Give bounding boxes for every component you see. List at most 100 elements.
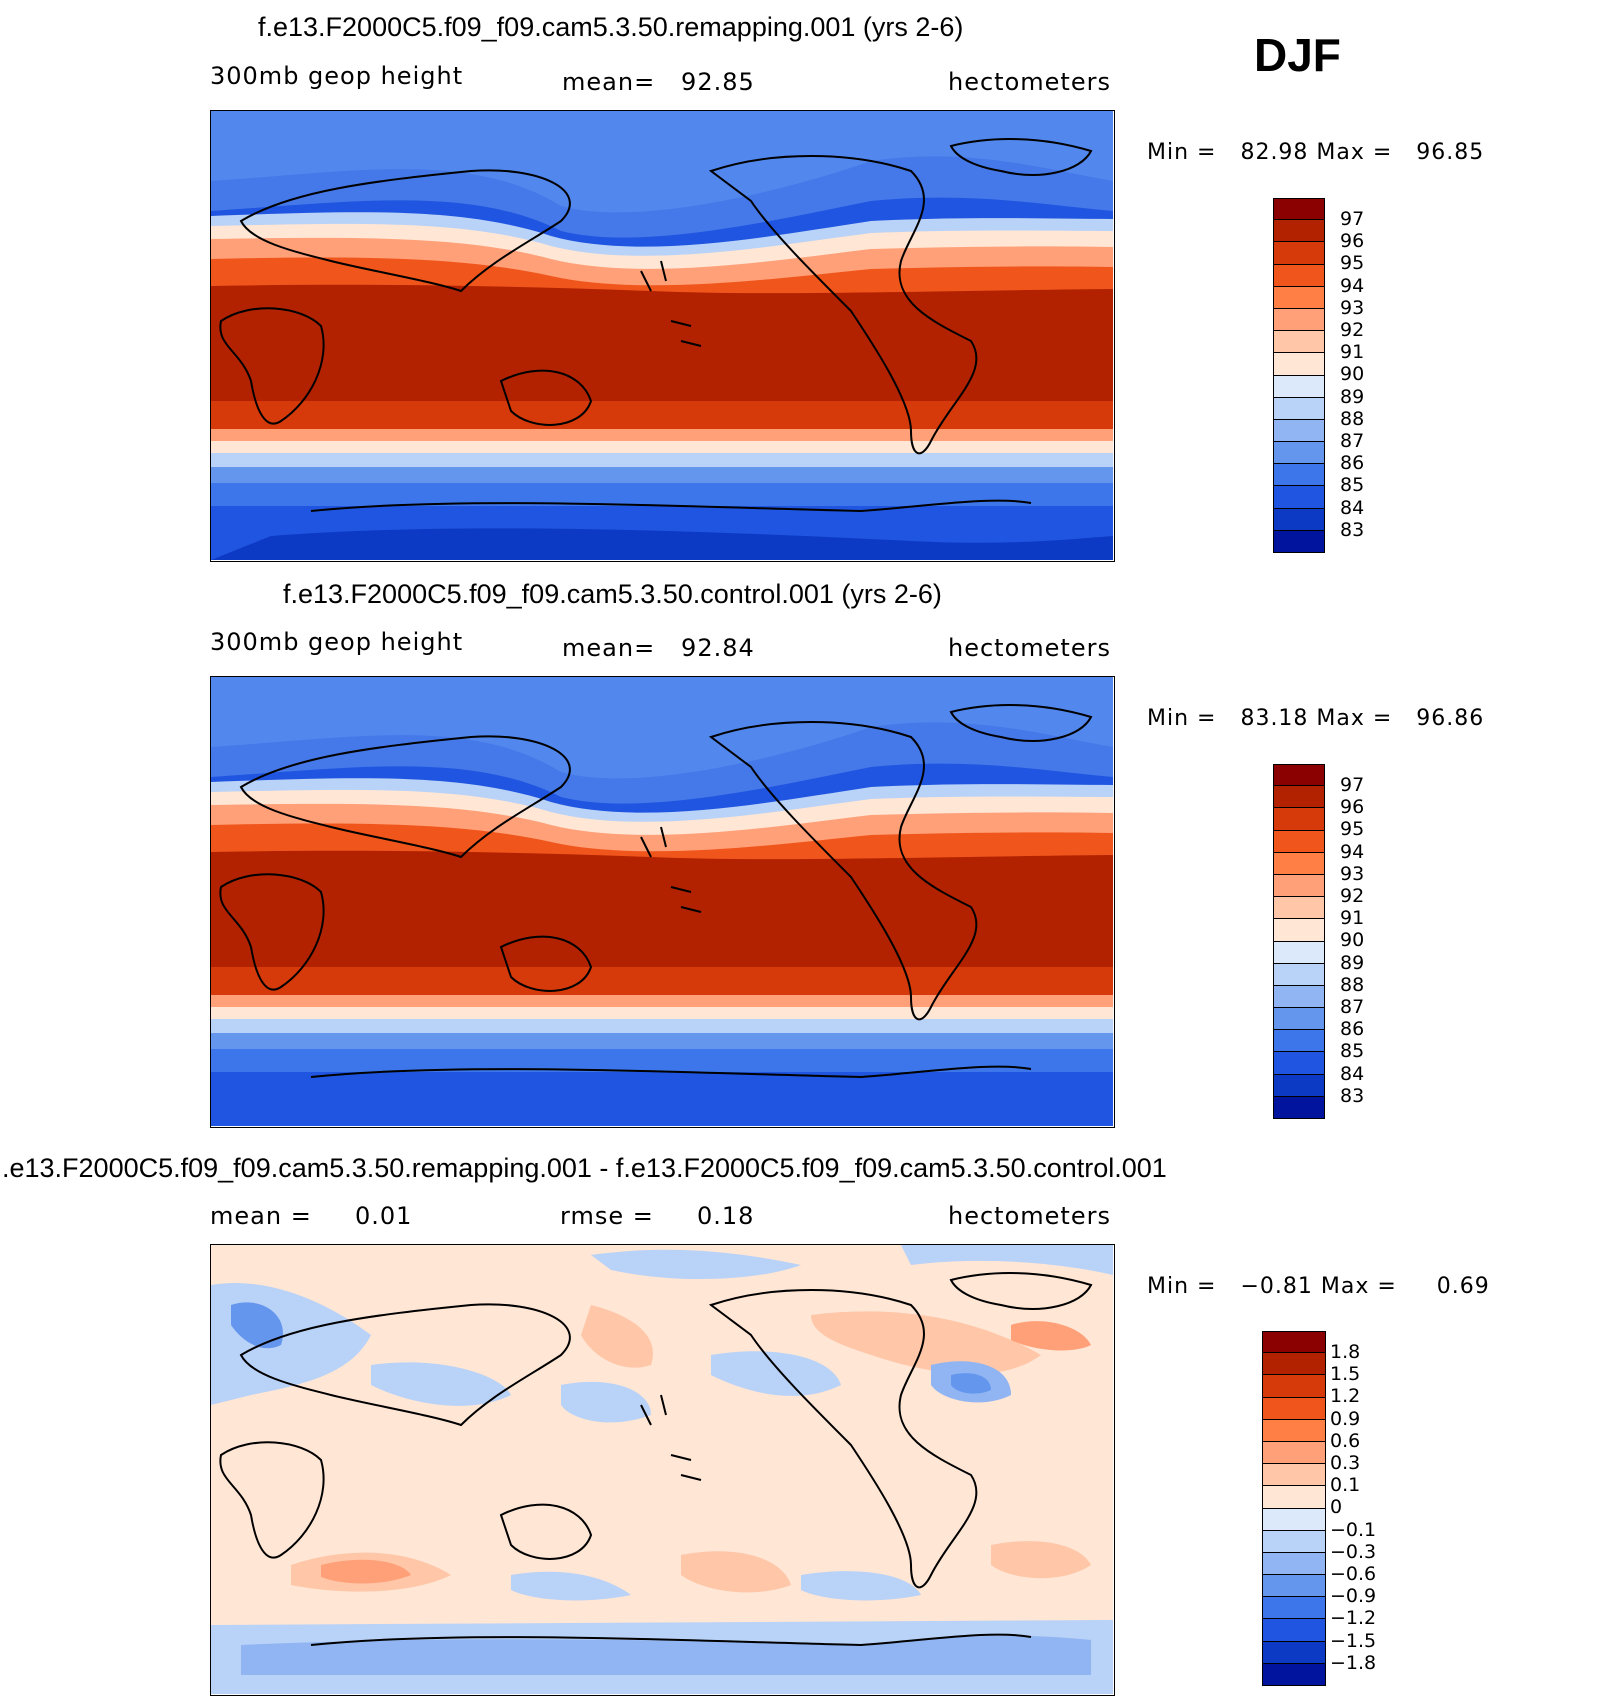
colorbar-label: 1.8 (1330, 1341, 1361, 1363)
panel-3-map (210, 1244, 1115, 1696)
panel-2-mean-label: mean= 92.84 (562, 634, 755, 662)
panel-3-rmse-label: rmse = 0.18 (560, 1202, 755, 1230)
colorbar-swatch (1273, 1096, 1325, 1119)
colorbar-swatch (1273, 397, 1325, 420)
colorbar-label: 96 (1340, 796, 1365, 819)
colorbar-label: 89 (1340, 385, 1365, 408)
colorbar-label: 88 (1340, 407, 1365, 430)
colorbar-label: −0.9 (1330, 1585, 1377, 1608)
colorbar-label: 84 (1340, 496, 1365, 519)
colorbar-label: 85 (1340, 1040, 1365, 1063)
panel-1-min-max: Min = 82.98 Max = 96.85 (1147, 140, 1485, 165)
colorbar-swatch (1262, 1397, 1326, 1420)
colorbar-label: 94 (1340, 840, 1365, 863)
colorbar-swatch (1262, 1597, 1326, 1620)
colorbar-label: 93 (1340, 296, 1365, 319)
colorbar-label: 84 (1340, 1062, 1365, 1085)
colorbar-swatch (1273, 897, 1325, 920)
panel-1-colorbar (1273, 198, 1325, 553)
colorbar-swatch (1262, 1619, 1326, 1642)
panel-2-map (210, 676, 1115, 1128)
colorbar-swatch (1273, 486, 1325, 509)
colorbar-label: 83 (1340, 1084, 1365, 1107)
colorbar-label: 0.6 (1330, 1429, 1361, 1452)
colorbar-swatch (1273, 308, 1325, 332)
colorbar-swatch (1273, 1074, 1325, 1097)
colorbar-label: 97 (1340, 208, 1365, 230)
colorbar-label: 96 (1340, 230, 1365, 253)
colorbar-swatch (1262, 1419, 1326, 1442)
colorbar-swatch (1273, 919, 1325, 942)
colorbar-swatch (1273, 963, 1325, 986)
colorbar-swatch (1262, 1353, 1326, 1376)
panel-2-colorbar (1273, 764, 1325, 1119)
colorbar-label: 94 (1340, 274, 1365, 297)
colorbar-label: 87 (1340, 996, 1365, 1018)
colorbar-swatch (1262, 1552, 1326, 1576)
colorbar-label: −0.6 (1330, 1563, 1377, 1585)
colorbar-swatch (1273, 830, 1325, 853)
colorbar-label: −1.8 (1330, 1651, 1377, 1674)
colorbar-label: 91 (1340, 341, 1365, 364)
colorbar-label: 87 (1340, 430, 1365, 452)
panel-3-title: .e13.F2000C5.f09_f09.cam5.3.50.remapping… (2, 1153, 1167, 1183)
colorbar-label: 89 (1340, 951, 1365, 974)
colorbar-swatch (1262, 1331, 1326, 1354)
colorbar-swatch (1273, 786, 1325, 809)
panel-2-variable-label: 300mb geop height (210, 628, 464, 656)
colorbar-swatch (1262, 1375, 1326, 1398)
colorbar-swatch (1262, 1441, 1326, 1465)
panel-1-variable-label: 300mb geop height (210, 62, 464, 90)
colorbar-swatch (1273, 985, 1325, 1009)
colorbar-label: 1.5 (1330, 1363, 1361, 1386)
colorbar-swatch (1262, 1530, 1326, 1553)
colorbar-swatch (1262, 1663, 1326, 1686)
colorbar-label: 0.3 (1330, 1452, 1361, 1474)
colorbar-swatch (1273, 852, 1325, 875)
panel-1-title: f.e13.F2000C5.f09_f09.cam5.3.50.remappin… (258, 12, 964, 42)
colorbar-swatch (1273, 464, 1325, 487)
colorbar-swatch (1273, 508, 1325, 531)
panel-2-colorbar-blocks (1273, 764, 1325, 1119)
colorbar-label: 95 (1340, 818, 1365, 841)
colorbar-swatch (1273, 419, 1325, 443)
colorbar-label: 97 (1340, 774, 1365, 796)
panel-3-colorbar-blocks (1262, 1331, 1326, 1686)
colorbar-swatch (1262, 1641, 1326, 1664)
colorbar-label: 85 (1340, 474, 1365, 497)
colorbar-label: 93 (1340, 862, 1365, 885)
colorbar-swatch (1262, 1486, 1326, 1509)
colorbar-label: 90 (1340, 363, 1365, 386)
panel-2-units-label: hectometers (948, 634, 1111, 662)
season-label: DJF (1254, 29, 1341, 81)
panel-1-colorbar-blocks (1273, 198, 1325, 553)
colorbar-label: −0.1 (1330, 1518, 1377, 1541)
colorbar-swatch (1273, 331, 1325, 354)
colorbar-swatch (1273, 764, 1325, 787)
panel-1-units-label: hectometers (948, 68, 1111, 96)
panel-1-map (210, 110, 1115, 562)
colorbar-swatch (1273, 941, 1325, 964)
colorbar-label: 0.9 (1330, 1407, 1361, 1430)
panel-3-min-max: Min = −0.81 Max = 0.69 (1147, 1274, 1490, 1299)
colorbar-label: −1.2 (1330, 1607, 1377, 1630)
colorbar-swatch (1262, 1508, 1326, 1531)
colorbar-label: 92 (1340, 885, 1365, 907)
colorbar-label: 1.2 (1330, 1385, 1361, 1408)
colorbar-label: 88 (1340, 973, 1365, 996)
colorbar-swatch (1273, 530, 1325, 553)
colorbar-swatch (1273, 198, 1325, 221)
colorbar-label: 90 (1340, 929, 1365, 952)
colorbar-swatch (1273, 442, 1325, 465)
colorbar-label: −0.3 (1330, 1540, 1377, 1563)
colorbar-swatch (1273, 242, 1325, 265)
colorbar-swatch (1273, 808, 1325, 831)
colorbar-swatch (1273, 375, 1325, 398)
colorbar-label: 83 (1340, 518, 1365, 541)
colorbar-swatch (1273, 353, 1325, 376)
colorbar-swatch (1273, 1030, 1325, 1053)
colorbar-label: 0.1 (1330, 1474, 1361, 1497)
colorbar-label: 0 (1330, 1496, 1343, 1519)
colorbar-label: 92 (1340, 319, 1365, 341)
colorbar-label: 86 (1340, 1018, 1365, 1041)
